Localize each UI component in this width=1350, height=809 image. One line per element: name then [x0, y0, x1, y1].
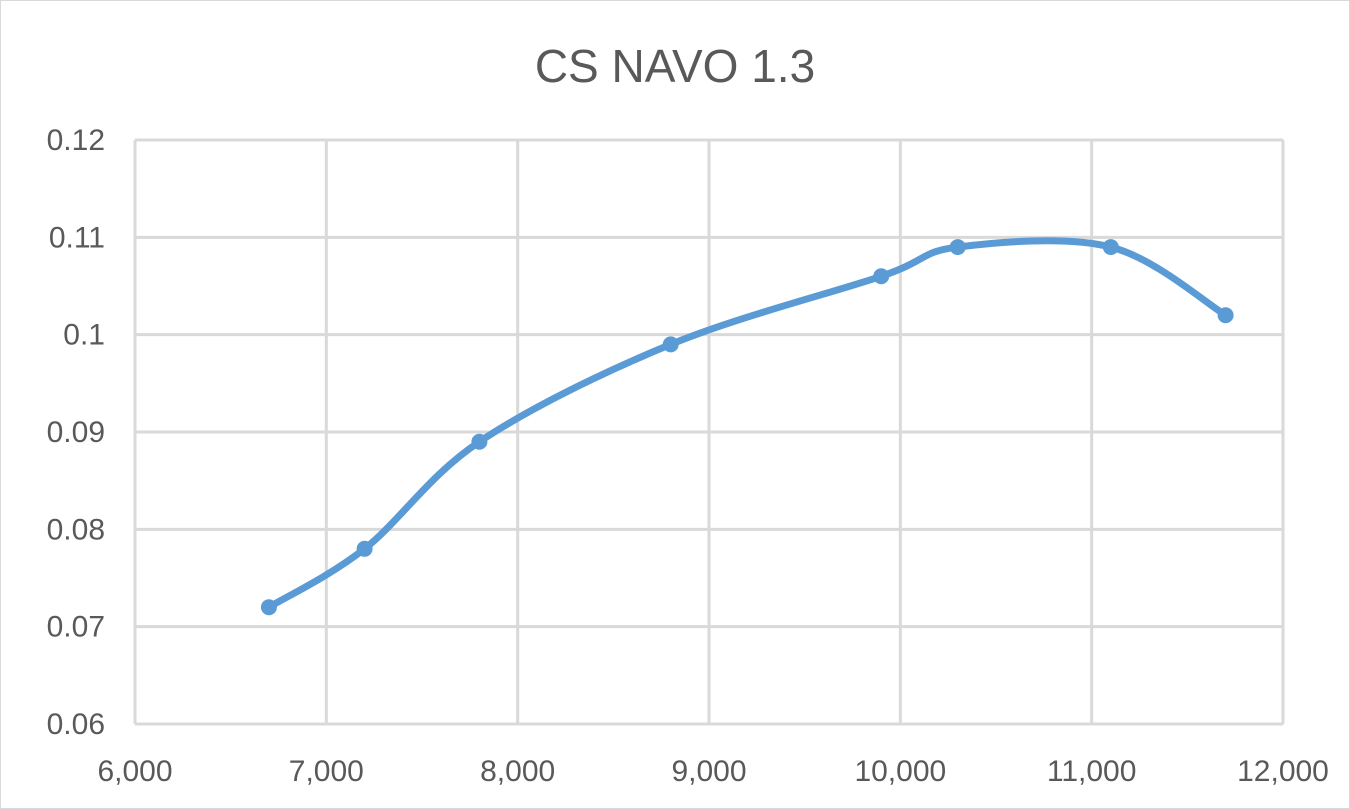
x-tick-label: 7,000: [289, 755, 364, 788]
x-tick-label: 8,000: [480, 755, 555, 788]
x-tick-label: 10,000: [854, 755, 946, 788]
y-tick-label: 0.1: [63, 319, 105, 352]
data-point-marker: [662, 336, 679, 353]
y-tick-label: 0.06: [47, 708, 105, 741]
series-line: [265, 237, 1230, 611]
x-tick-label: 9,000: [671, 755, 746, 788]
y-tick-label: 0.08: [47, 513, 105, 546]
series-layer: [260, 237, 1234, 616]
data-point-marker: [949, 239, 966, 256]
y-tick-label: 0.11: [49, 221, 105, 254]
data-point-marker: [356, 540, 373, 557]
data-point-marker: [1102, 239, 1119, 256]
data-point-marker: [873, 268, 890, 285]
data-point-marker: [260, 599, 277, 616]
y-tick-label: 0.12: [47, 124, 105, 157]
chart-title: CS NAVO 1.3: [534, 40, 816, 92]
axis-labels: 0.06 0.07 0.08 0.09 0.1 0.11 0.12 6,000 7,000 8,0…: [47, 124, 1329, 788]
gridlines: [133, 138, 1285, 726]
y-tick-label: 0.07: [47, 611, 105, 644]
x-tick-label: 6,000: [97, 755, 172, 788]
data-point-marker: [1217, 307, 1234, 324]
x-tick-label: 11,000: [1047, 755, 1137, 788]
data-point-marker: [471, 433, 488, 450]
x-tick-label: 12,000: [1237, 755, 1329, 788]
y-tick-label: 0.09: [47, 416, 105, 449]
